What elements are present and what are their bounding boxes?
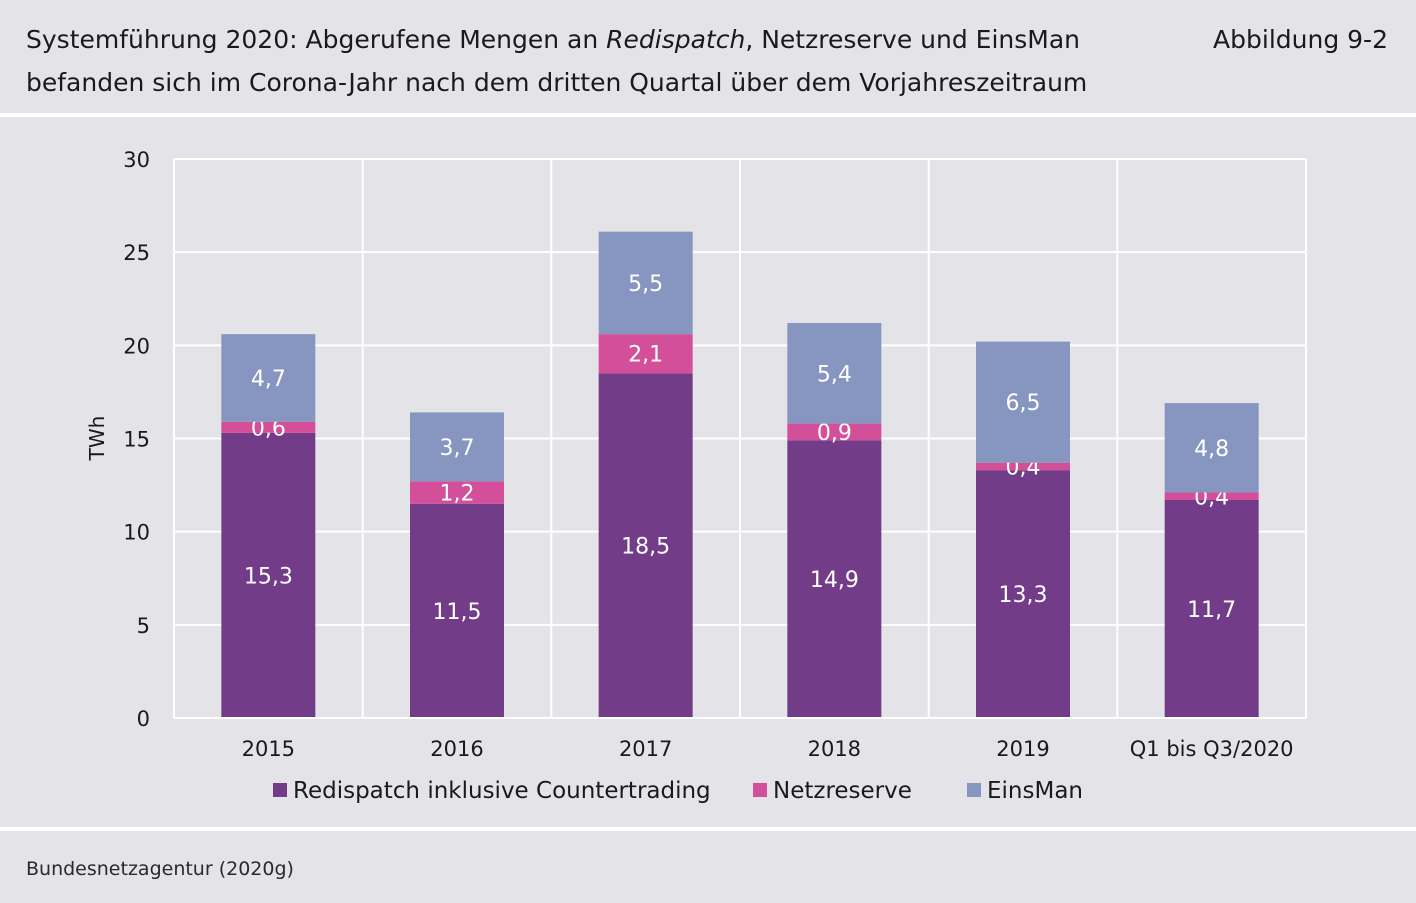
bar-segment-einsman — [787, 322, 882, 424]
footer-divider — [0, 827, 1416, 831]
title-line2: befanden sich im Corona-Jahr nach dem dr… — [26, 68, 1088, 97]
bar-segment-netzreserve — [598, 334, 693, 374]
bar-segment-einsman — [221, 334, 316, 422]
bar-segment-redispatch — [410, 503, 504, 718]
legend-label: EinsMan — [987, 778, 1083, 804]
bar-value-label: 0,9 — [817, 421, 852, 446]
y-tick-label: 15 — [123, 428, 150, 452]
bar-segment-netzreserve — [787, 423, 882, 441]
bar-value-label: 11,7 — [1187, 598, 1236, 623]
bar-value-label: 15,3 — [244, 564, 293, 589]
legend-swatch — [273, 783, 287, 797]
bar-value-label: 11,5 — [433, 600, 482, 625]
bar-value-label: 4,8 — [1194, 437, 1229, 462]
bar-value-label: 5,4 — [817, 362, 852, 387]
bar-value-label: 1,2 — [440, 482, 475, 507]
axis-layer: 0 5 10 15 20 25 30 2015 2016 2017 2018 2019 Q1 bis Q… — [123, 148, 1306, 761]
bar-segment-einsman — [410, 412, 504, 482]
y-tick-label: 20 — [123, 334, 150, 358]
y-axis-label: TWh — [85, 416, 109, 462]
bar-value-label: 5,5 — [628, 272, 663, 297]
stacked-bar-chart: 15,30,64,711,51,23,718,52,15,514,90,95,4… — [85, 148, 1307, 804]
y-tick-label: 30 — [123, 148, 150, 172]
bar-value-label: 14,9 — [810, 568, 859, 593]
title-line1-suffix: , Netzreserve und EinsMan — [745, 25, 1080, 54]
bar-segment-netzreserve — [410, 481, 504, 504]
legend-label: Redispatch inklusive Countertrading — [293, 778, 711, 804]
bar-value-label: 13,3 — [999, 583, 1048, 608]
grid-lines — [173, 158, 1307, 719]
bar-segment-redispatch — [976, 470, 1070, 718]
y-tick-label: 10 — [123, 521, 150, 545]
bar-segment-redispatch — [598, 373, 693, 718]
legend-swatch — [753, 783, 767, 797]
y-tick-label: 5 — [137, 614, 150, 638]
bar-layer: 15,30,64,711,51,23,718,52,15,514,90,95,4… — [221, 231, 1259, 718]
legend: Redispatch inklusive Countertrading Netzr… — [273, 778, 1083, 804]
bar-segment-einsman — [598, 231, 693, 335]
legend-label: Netzreserve — [773, 778, 912, 804]
x-tick-label: 2017 — [619, 737, 672, 761]
figure-number: Abbildung 9-2 — [1213, 25, 1388, 54]
x-tick-label: 2016 — [430, 737, 483, 761]
y-tick-label: 0 — [137, 707, 150, 731]
bar-value-label: 18,5 — [621, 535, 670, 560]
x-tick-label: 2015 — [242, 737, 295, 761]
bar-value-label: 3,7 — [440, 436, 475, 461]
bar-segment-redispatch — [221, 432, 316, 718]
x-tick-label: 2019 — [996, 737, 1049, 761]
bar-segment-einsman — [1164, 403, 1259, 493]
figure-header: Systemführung 2020: Abgerufene Mengen an… — [0, 0, 1416, 113]
bar-value-label: 4,7 — [251, 367, 286, 392]
bar-segment-netzreserve — [1164, 492, 1259, 500]
bar-segment-netzreserve — [221, 421, 316, 433]
source-note: Bundesnetzagentur (2020g) — [26, 858, 294, 880]
bar-value-label: 2,1 — [628, 343, 663, 368]
bar-value-label: 6,5 — [1006, 391, 1041, 416]
chart-title: Systemführung 2020: Abgerufene Mengen an… — [26, 18, 1146, 104]
y-tick-label: 25 — [123, 241, 150, 265]
bar-segment-netzreserve — [976, 462, 1070, 471]
title-prefix: Systemführung 2020: Abgerufene Mengen an — [26, 25, 607, 54]
title-italic-term: Redispatch — [606, 25, 746, 54]
header-divider — [0, 113, 1416, 117]
bar-segment-einsman — [976, 341, 1070, 463]
bar-segment-redispatch — [1164, 499, 1259, 718]
x-tick-label: 2018 — [808, 737, 861, 761]
legend-swatch — [967, 783, 981, 797]
x-tick-label: Q1 bis Q3/2020 — [1130, 737, 1294, 761]
bar-segment-redispatch — [787, 440, 882, 718]
